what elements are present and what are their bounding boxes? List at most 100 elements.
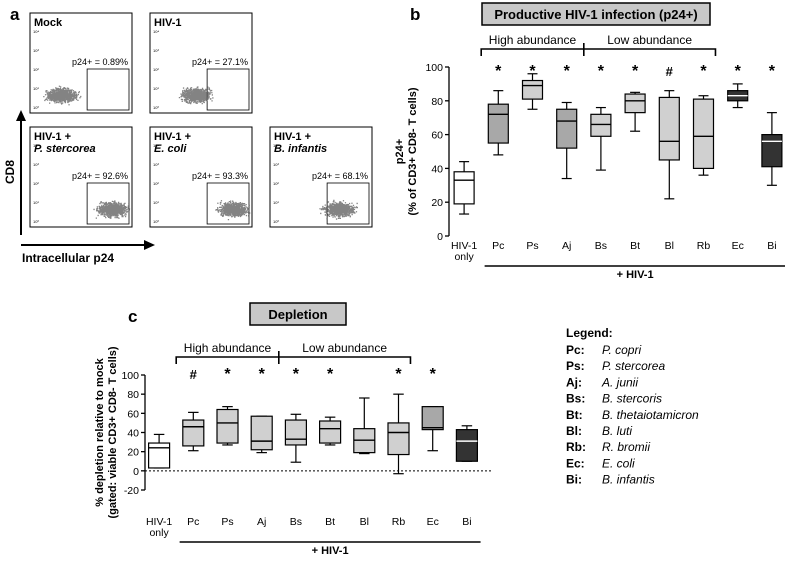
category-label: Ps: [526, 240, 538, 252]
category-label-2: only: [149, 527, 169, 539]
box-iqr: [590, 113, 612, 137]
category-label: Bt: [630, 240, 640, 252]
box-rb: Rb *: [692, 63, 715, 252]
flow-panel-title: HIV-1 +: [34, 131, 71, 143]
box-bl: Bl #: [658, 64, 680, 252]
box-iqr: [487, 103, 509, 144]
box-iqr: [453, 171, 475, 205]
flow-tick-label: 10⁴: [33, 143, 39, 148]
flow-tick-label: 10²: [153, 67, 159, 72]
chart-productive-infection: Productive HIV-1 infection (p24+) 0 20 40 60…: [394, 2, 785, 281]
flow-tick-label: 10⁰: [273, 219, 279, 224]
legend-name: B. thetaiotamicron: [602, 408, 699, 422]
box-bs: Bs *: [284, 366, 307, 528]
y-tick-label: 0: [133, 466, 139, 478]
box-bt: Bt *: [624, 63, 646, 252]
y-tick-label: 40: [127, 428, 139, 440]
significance-mark: *: [598, 63, 605, 80]
box-pc: Pc *: [487, 63, 509, 252]
box-ps: Ps *: [216, 366, 239, 528]
flow-tick-label: 10⁴: [273, 143, 279, 148]
legend-abbr: Bi:: [566, 473, 582, 487]
y-tick-label: 60: [127, 408, 139, 420]
y-axis-label: % depletion relative to mock: [94, 357, 106, 506]
y-tick-label: 20: [127, 447, 139, 459]
flow-panel-title: HIV-1: [154, 17, 182, 29]
flow-tick-label: 10¹: [273, 200, 279, 205]
group-label-low: Low abundance: [302, 341, 387, 355]
box-bl: Bl: [353, 397, 376, 528]
legend-name: R. bromii: [602, 440, 650, 454]
box-iqr: [182, 419, 205, 447]
panel-label-c: c: [128, 307, 137, 326]
box-bi: Bi *: [761, 63, 783, 252]
chart-title: Depletion: [268, 307, 327, 322]
category-label: Bl: [665, 240, 674, 252]
panel-label-b: b: [410, 5, 420, 24]
significance-mark: *: [529, 63, 536, 80]
chart-title-box: [249, 302, 347, 326]
significance-mark: *: [395, 366, 402, 383]
p24-gate: [206, 68, 250, 111]
flow-events: [319, 199, 358, 220]
p24-gate-label: p24+ = 92.6%: [72, 171, 128, 181]
category-label: Rb: [697, 240, 711, 252]
box-bs: Bs *: [590, 63, 612, 252]
category-label: Ps: [221, 516, 233, 528]
category-label: Bi: [767, 240, 776, 252]
legend-name: P. copri: [602, 343, 641, 357]
p24-gate-label: p24+ = 68.1%: [312, 171, 368, 181]
flow-tick-label: 10⁴: [153, 143, 159, 148]
legend-abbr: Rb:: [566, 440, 586, 454]
significance-mark: *: [564, 63, 571, 80]
box-rb: Rb *: [387, 366, 410, 528]
box-bi: Bi: [455, 425, 478, 528]
flow-events: [93, 200, 131, 219]
y-axis-label-2: (% of CD3+ CD8- T cells): [407, 87, 419, 215]
legend-name: B. luti: [602, 424, 632, 438]
category-label: Aj: [562, 240, 571, 252]
flow-panel-subtitle: B. infantis: [274, 143, 327, 155]
flow-tick-label: 10²: [33, 181, 39, 186]
box-iqr: [761, 134, 783, 168]
flow-events: [43, 85, 82, 106]
box-iqr: [216, 408, 239, 444]
p24-gate-label: p24+ = 93.3%: [192, 171, 248, 181]
significance-mark: *: [495, 63, 502, 80]
cd8-arrowhead: [16, 110, 26, 121]
flow-tick-label: 10²: [153, 181, 159, 186]
x-axis-label: + HIV-1: [312, 545, 349, 557]
legend-abbr: Pc:: [566, 343, 585, 357]
box-iqr: [556, 108, 578, 149]
flow-tick-label: 10²: [273, 181, 279, 186]
flow-tick-label: 10⁴: [153, 29, 159, 34]
group-bracket: [175, 356, 412, 364]
legend-abbr: Bs:: [566, 392, 585, 406]
box-iqr: [284, 419, 307, 446]
legend-name: A. junii: [601, 375, 638, 389]
p24-gate-label: p24+ = 0.89%: [72, 57, 128, 67]
y-tick-label: 100: [425, 62, 443, 74]
flow-panel-title: HIV-1 +: [274, 131, 311, 143]
flow-panel-subtitle: E. coli: [154, 143, 187, 155]
p24-arrowhead: [144, 240, 155, 250]
x-axis-label: + HIV-1: [617, 269, 654, 281]
box-ec: Ec *: [421, 366, 444, 528]
box-aj: Aj *: [250, 366, 273, 528]
y-axis-label-2: (gated: viable CD3+ CD8- T cells): [107, 346, 119, 518]
flow-tick-label: 10⁰: [33, 105, 39, 110]
category-label-2: only: [454, 251, 474, 263]
category-label: Bt: [325, 516, 335, 528]
significance-mark: *: [259, 366, 266, 383]
legend-name: B. stercoris: [602, 392, 662, 406]
category-label: Bs: [595, 240, 607, 252]
box-bt: Bt *: [319, 366, 342, 528]
significance-mark: *: [632, 63, 639, 80]
significance-mark: *: [735, 63, 742, 80]
